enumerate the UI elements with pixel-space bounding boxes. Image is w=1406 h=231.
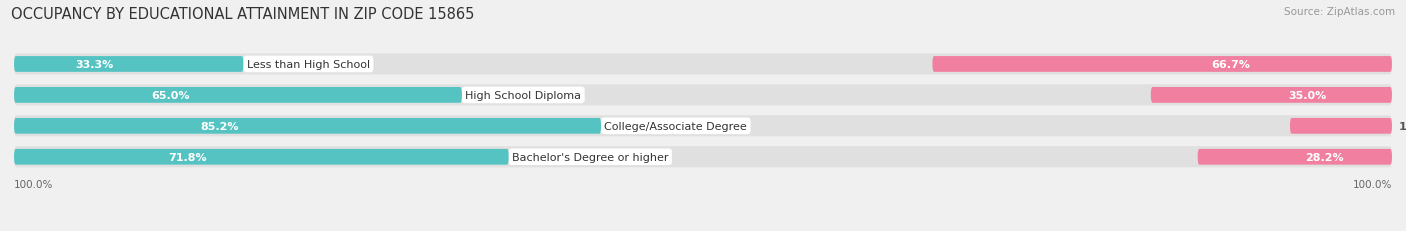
- FancyBboxPatch shape: [14, 119, 600, 134]
- Text: 28.2%: 28.2%: [1305, 152, 1343, 162]
- Text: 33.3%: 33.3%: [76, 60, 114, 70]
- Text: 14.8%: 14.8%: [1399, 121, 1406, 131]
- Text: OCCUPANCY BY EDUCATIONAL ATTAINMENT IN ZIP CODE 15865: OCCUPANCY BY EDUCATIONAL ATTAINMENT IN Z…: [11, 7, 475, 22]
- Text: Less than High School: Less than High School: [247, 60, 370, 70]
- Legend: Owner-occupied, Renter-occupied: Owner-occupied, Renter-occupied: [576, 228, 830, 231]
- FancyBboxPatch shape: [1198, 149, 1392, 165]
- FancyBboxPatch shape: [14, 57, 243, 73]
- FancyBboxPatch shape: [14, 147, 1392, 167]
- Text: 100.0%: 100.0%: [1353, 179, 1392, 189]
- Text: 85.2%: 85.2%: [200, 121, 239, 131]
- FancyBboxPatch shape: [14, 116, 1392, 137]
- FancyBboxPatch shape: [1152, 88, 1392, 103]
- Text: 65.0%: 65.0%: [152, 91, 190, 100]
- Text: Bachelor's Degree or higher: Bachelor's Degree or higher: [512, 152, 669, 162]
- Text: 35.0%: 35.0%: [1288, 91, 1327, 100]
- Text: High School Diploma: High School Diploma: [465, 91, 581, 100]
- FancyBboxPatch shape: [14, 88, 461, 103]
- Text: 66.7%: 66.7%: [1212, 60, 1250, 70]
- FancyBboxPatch shape: [14, 149, 509, 165]
- FancyBboxPatch shape: [932, 57, 1392, 73]
- FancyBboxPatch shape: [14, 85, 1392, 106]
- Text: 100.0%: 100.0%: [14, 179, 53, 189]
- FancyBboxPatch shape: [1289, 119, 1392, 134]
- Text: Source: ZipAtlas.com: Source: ZipAtlas.com: [1284, 7, 1395, 17]
- FancyBboxPatch shape: [14, 54, 1392, 75]
- Text: 71.8%: 71.8%: [167, 152, 207, 162]
- Text: College/Associate Degree: College/Associate Degree: [605, 121, 747, 131]
